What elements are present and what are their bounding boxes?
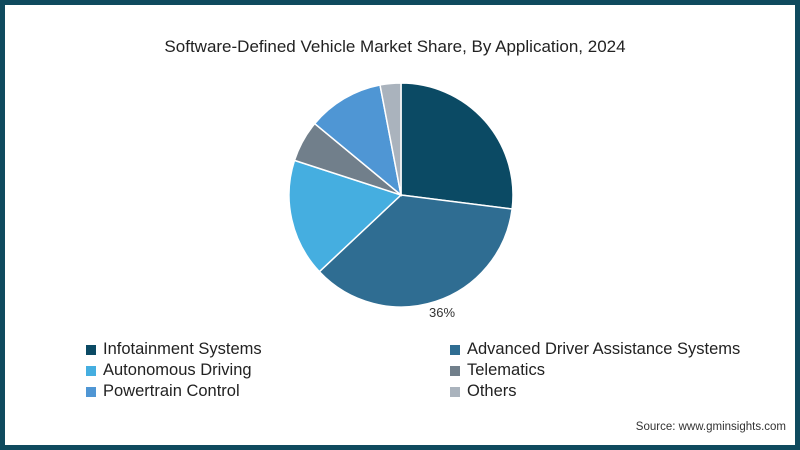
legend-swatch [86,386,96,397]
legend-item-adas: Advanced Driver Assistance Systems [450,340,740,359]
chart-title: Software-Defined Vehicle Market Share, B… [164,37,626,56]
source-note: Source: www.gminsights.com [635,421,786,433]
pie-slice-autonomous-driving [288,159,403,273]
legend-label: Advanced Driver Assistance Systems [467,340,741,358]
legend-swatch [450,344,460,355]
legend-item-autonomous: Autonomous Driving [86,361,252,380]
legend-label: Infotainment Systems [103,340,262,358]
pie-slice-others [379,82,402,196]
legend-swatch [450,386,460,397]
pie-slice-infotainment-systems [400,82,514,210]
legend-label: Telematics [467,361,545,379]
legend-item-telematics: Telematics [450,361,545,380]
legend-swatch [450,365,460,376]
pie-slice-advanced-driver-assistance-systems [318,194,513,308]
legend-swatch [86,365,96,376]
adas-percent-label: 36% [429,305,456,320]
pie-slice-powertrain-control [313,84,403,197]
legend-item-infotainment: Infotainment Systems [86,340,262,359]
legend-label: Autonomous Driving [103,361,252,379]
legend-item-others: Others [450,382,517,401]
legend-label: Others [467,382,517,400]
legend-label: Powertrain Control [103,382,240,400]
legend-item-powertrain: Powertrain Control [86,382,240,401]
legend-swatch [86,344,96,355]
